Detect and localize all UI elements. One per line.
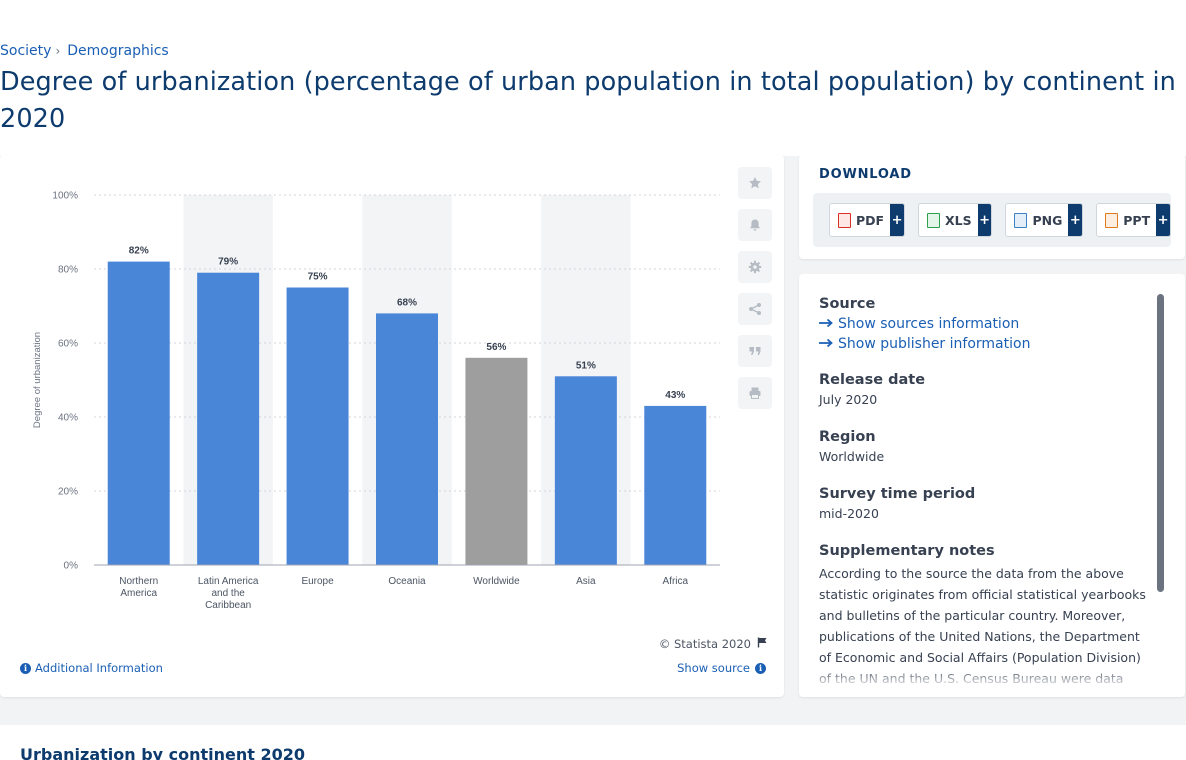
x-tick-label: and the: [211, 588, 245, 599]
survey-period-label: Survey time period: [819, 486, 976, 502]
data-label: 56%: [486, 342, 506, 353]
download-ppt-label: PPT: [1123, 212, 1151, 228]
breadcrumb: Society › Demographics: [0, 43, 169, 59]
info-icon: i: [755, 662, 766, 674]
gear-icon[interactable]: [738, 251, 772, 283]
pdf-file-icon: [838, 212, 851, 228]
bar-worldwide[interactable]: [465, 357, 528, 565]
y-axis-label: Degree of urbanization: [32, 332, 43, 428]
star-icon[interactable]: [738, 167, 772, 199]
y-tick-label: 80%: [58, 265, 78, 276]
bar-oceania[interactable]: [376, 313, 438, 565]
share-icon[interactable]: [738, 293, 772, 325]
xls-file-icon: [926, 212, 940, 228]
download-png-label: PNG: [1032, 212, 1063, 228]
download-pdf-button[interactable]: PDF +: [829, 203, 905, 237]
data-label: 43%: [665, 390, 685, 401]
show-source-label: Show source: [677, 661, 750, 675]
bar-latin-america-and-the-caribbean[interactable]: [197, 272, 260, 565]
download-card: DOWNLOAD PDF + XLS + PNG +: [799, 155, 1185, 259]
x-tick-label: Worldwide: [473, 576, 520, 587]
show-publisher-label: Show publisher information: [838, 336, 1031, 352]
data-label: 75%: [308, 272, 328, 283]
fade-overlay: [799, 671, 1185, 697]
copyright-text: © Statista 2020: [658, 637, 751, 651]
x-tick-label: Caribbean: [205, 600, 251, 611]
data-label: 51%: [576, 360, 596, 371]
source-label: Source: [819, 296, 876, 312]
y-tick-label: 40%: [58, 413, 78, 424]
related-card: Urbanization by continent 2020: [0, 725, 1186, 760]
y-tick-label: 0%: [64, 561, 79, 572]
bar-africa[interactable]: [644, 405, 707, 565]
show-source-link[interactable]: Show source i: [677, 661, 766, 675]
x-tick-label: Latin America: [198, 576, 259, 587]
x-tick-label: Northern: [119, 576, 158, 587]
chart-toolbar: [738, 167, 772, 419]
breadcrumb-demographics-link[interactable]: Demographics: [67, 43, 169, 59]
x-tick-label: Oceania: [388, 576, 426, 587]
x-tick-label: Africa: [663, 576, 689, 587]
chevron-right-icon: ›: [55, 44, 61, 58]
ppt-file-icon: [1105, 212, 1119, 228]
x-tick-label: America: [120, 588, 157, 599]
plus-icon: +: [1068, 204, 1083, 236]
data-label: 79%: [218, 257, 238, 268]
download-title: DOWNLOAD: [819, 167, 912, 182]
header-area: [0, 38, 1186, 156]
region-label: Region: [819, 429, 876, 445]
chart-card: 0% 20% 40% 60% 80% 100% Degree of urbanization…: [0, 155, 784, 697]
additional-information-label: Additional Information: [35, 661, 163, 675]
release-date-label: Release date: [819, 372, 926, 388]
top-navigation-bar: [0, 0, 1186, 38]
plus-icon: +: [1156, 204, 1170, 236]
download-pdf-label: PDF: [856, 212, 885, 228]
download-buttons: PDF + XLS + PNG + PPT +: [813, 193, 1171, 247]
chart-copyright: © Statista 2020: [659, 637, 768, 651]
details-card: Source Show sources information Show pub…: [799, 274, 1185, 697]
plus-icon: +: [890, 204, 904, 236]
info-icon: i: [20, 662, 31, 674]
region-value: Worldwide: [819, 449, 885, 464]
additional-information-link[interactable]: i Additional Information: [20, 661, 163, 675]
flag-icon[interactable]: [757, 637, 768, 651]
data-label: 82%: [129, 246, 149, 257]
bar-asia[interactable]: [554, 376, 617, 565]
related-title: Urbanization by continent 2020: [20, 745, 306, 760]
release-date-value: July 2020: [819, 392, 878, 407]
arrow-right-icon: [819, 336, 833, 352]
page-title: Degree of urbanization (percentage of ur…: [0, 67, 1176, 134]
details-scrollbar[interactable]: [1157, 294, 1164, 592]
bar-europe[interactable]: [286, 287, 349, 566]
y-tick-label: 20%: [58, 487, 78, 498]
print-icon[interactable]: [738, 377, 772, 409]
bar-northern-america[interactable]: [107, 261, 170, 565]
details-content: Source Show sources information Show pub…: [819, 296, 1149, 689]
bell-icon[interactable]: [738, 209, 772, 241]
quote-icon[interactable]: [738, 335, 772, 367]
show-sources-label: Show sources information: [838, 316, 1020, 332]
plus-icon: +: [977, 204, 992, 236]
bar-chart: 0% 20% 40% 60% 80% 100% Degree of urbanization…: [32, 191, 720, 611]
download-png-button[interactable]: PNG +: [1005, 203, 1084, 237]
survey-period-value: mid-2020: [819, 506, 879, 521]
download-xls-button[interactable]: XLS +: [917, 203, 993, 237]
arrow-right-icon: [819, 316, 833, 332]
x-tick-label: Asia: [576, 576, 596, 587]
png-file-icon: [1014, 212, 1028, 228]
show-publisher-link[interactable]: Show publisher information: [819, 336, 1149, 352]
data-label: 68%: [397, 297, 417, 308]
download-ppt-button[interactable]: PPT +: [1096, 203, 1171, 237]
download-xls-label: XLS: [944, 212, 972, 228]
y-tick-label: 100%: [52, 191, 78, 202]
x-tick-label: Europe: [301, 576, 334, 587]
supplementary-notes-label: Supplementary notes: [819, 543, 995, 559]
breadcrumb-society-link[interactable]: Society: [0, 43, 52, 59]
y-tick-label: 60%: [58, 339, 78, 350]
show-sources-link[interactable]: Show sources information: [819, 316, 1149, 332]
